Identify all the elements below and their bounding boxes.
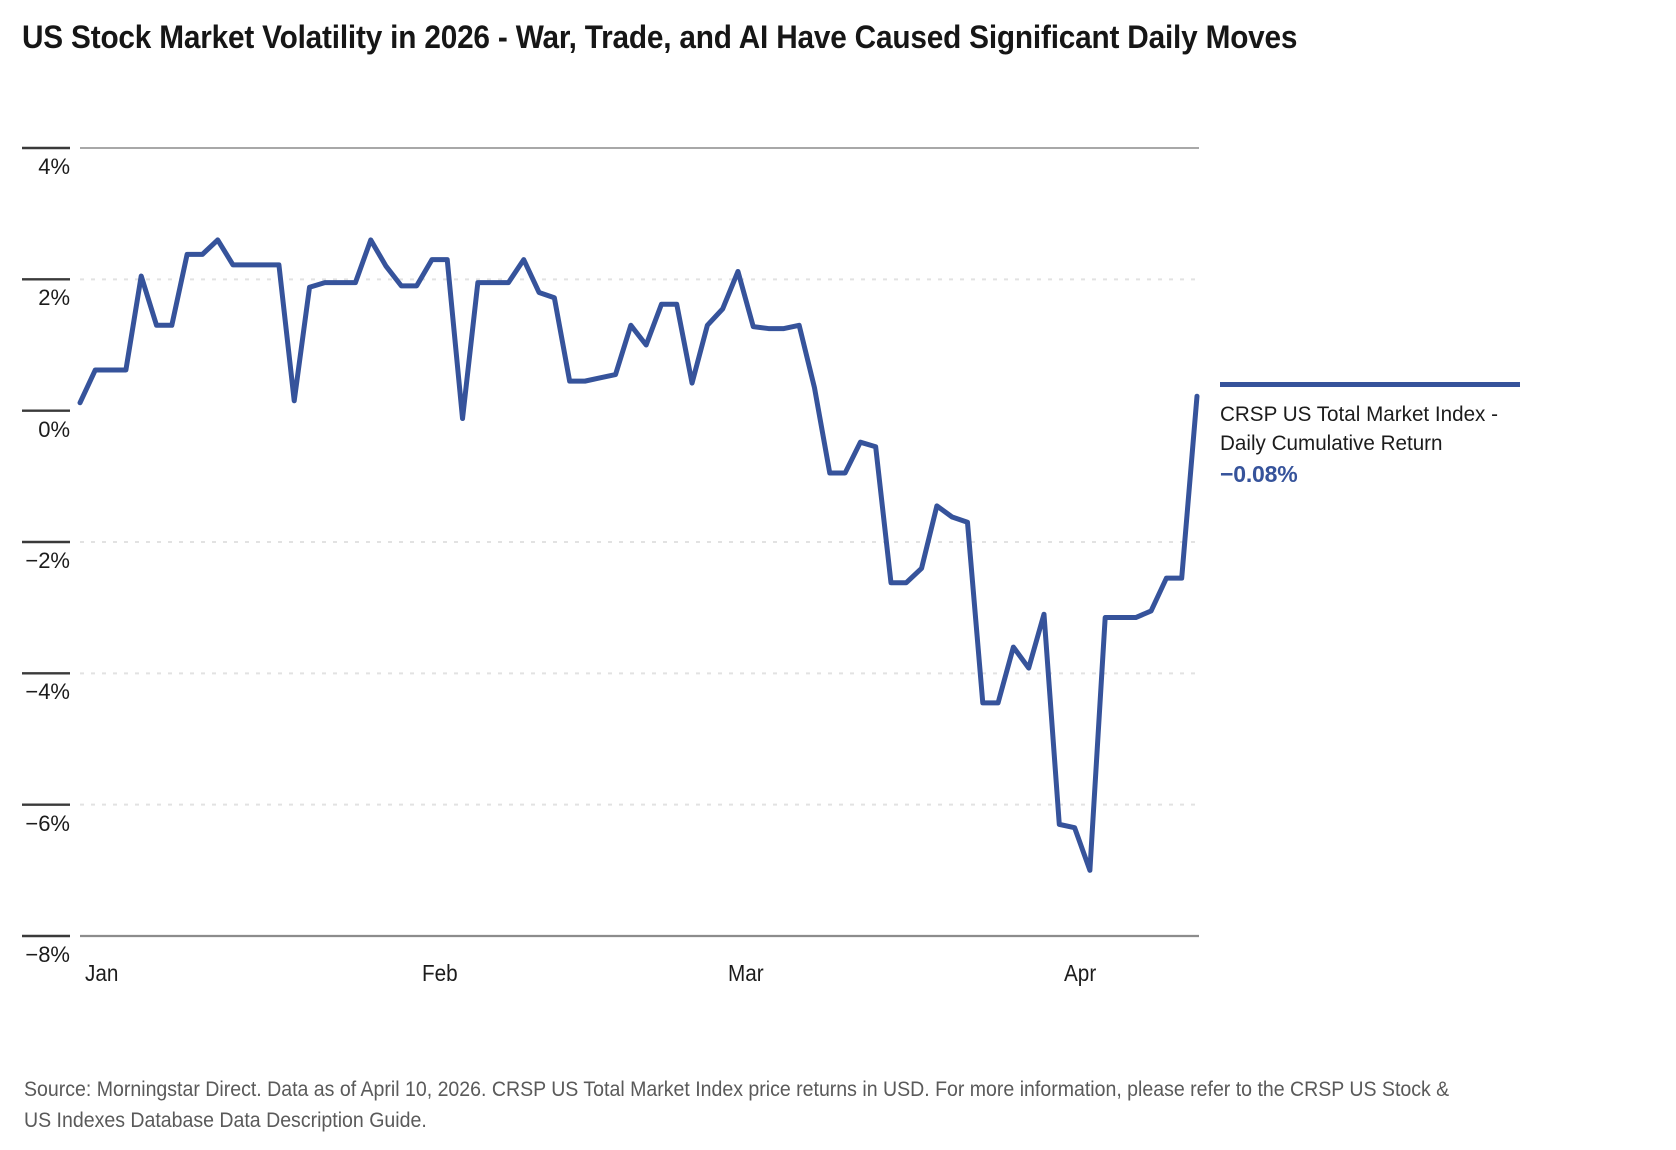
data-line-crsp-us-total-market-index [77, 237, 1200, 873]
legend-series-value: −0.08% [1220, 461, 1298, 488]
y-axis-tick-label: −6% [25, 810, 70, 836]
plot-area [0, 130, 1676, 960]
y-axis-tick-label: −2% [25, 548, 70, 573]
x-axis-tick-label: Feb [421, 960, 458, 986]
page-title: US Stock Market Volatility in 2026 - War… [22, 19, 1298, 55]
y-axis-tick-label: −8% [25, 942, 70, 967]
legend-series-label: CRSP US Total Market Index - Daily Cumul… [1220, 402, 1498, 455]
y-axis-tick-label: 2% [38, 285, 70, 311]
legend: CRSP US Total Market Index - Daily Cumul… [1220, 382, 1550, 488]
y-axis-tick-label: −4% [25, 679, 70, 705]
source-note: Source: Morningstar Direct. Data as of A… [24, 1078, 1450, 1132]
chart-svg [22, 146, 1200, 938]
x-axis-tick-label: Mar [727, 960, 764, 986]
y-axis-tick-label: 4% [38, 154, 70, 179]
y-axis-tick-label: 0% [38, 416, 70, 442]
legend-color-swatch [1220, 382, 1520, 387]
x-axis-tick-label: Jan [85, 960, 119, 986]
x-axis-tick-label: Apr [1064, 960, 1097, 986]
